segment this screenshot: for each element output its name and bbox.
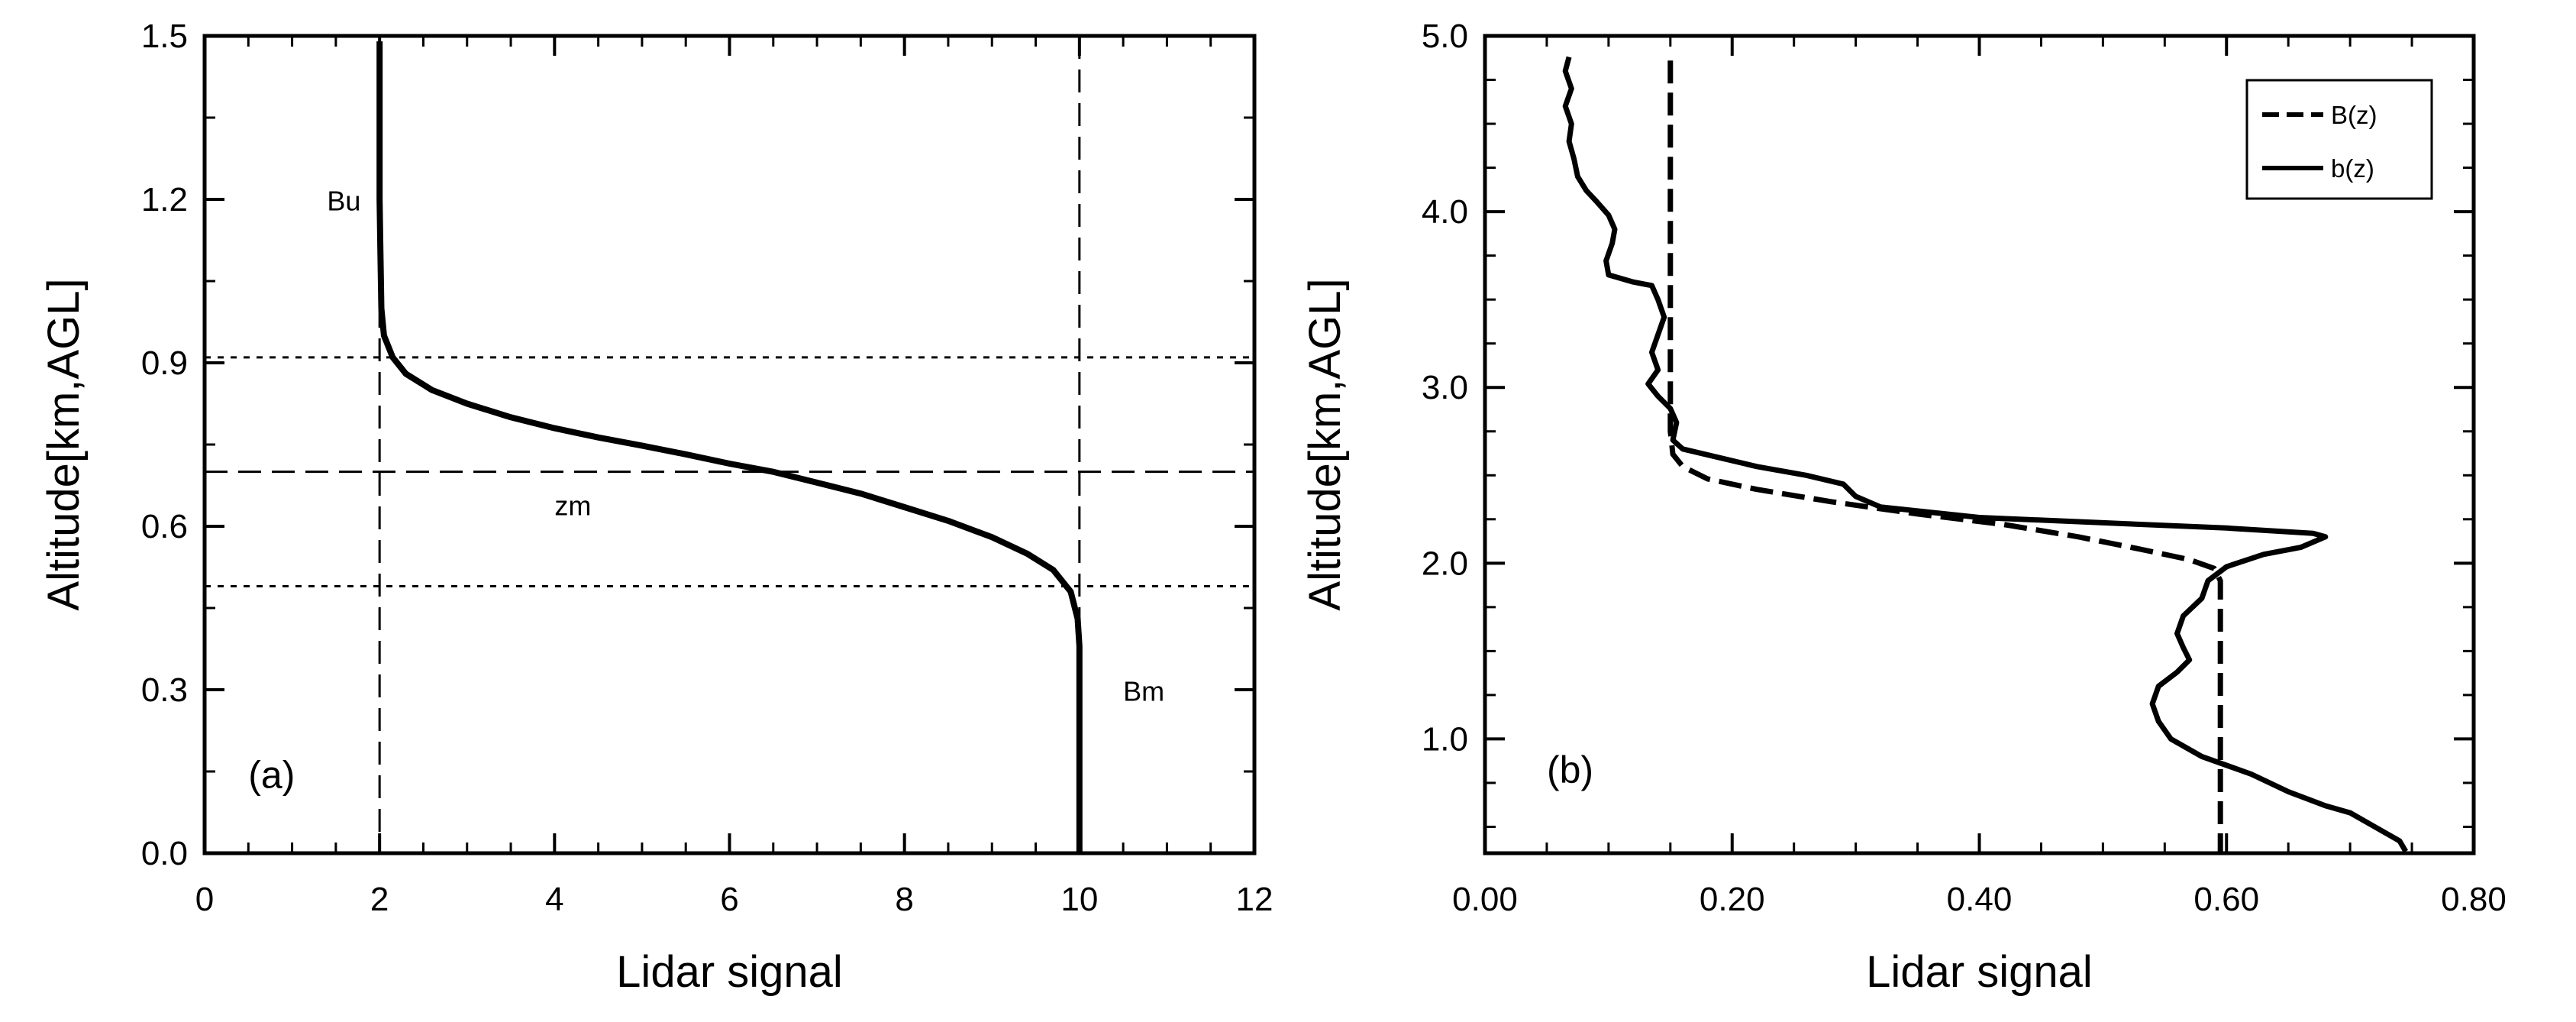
x-tick-label: 0.00 (1452, 881, 1518, 918)
y-axis-title: Altitude[km,AGL] (1300, 278, 1350, 610)
annotation-label: Bm (1123, 675, 1164, 707)
series-line-signal-profile (376, 41, 1083, 853)
y-tick-label: 3.0 (1422, 369, 1468, 406)
x-tick-label: 0 (195, 881, 214, 918)
y-tick-label: 4.0 (1422, 193, 1468, 231)
y-tick-label: 1.2 (141, 181, 188, 218)
panel-label: (a) (248, 753, 295, 796)
annotation-label: zm (554, 490, 591, 522)
plot-frame (202, 34, 1257, 855)
x-tick-label: 0.80 (2441, 881, 2507, 918)
annotation-label: Bu (327, 185, 360, 216)
x-tick-label: 10 (1060, 881, 1098, 918)
y-axis-title: Altitude[km,AGL] (39, 278, 89, 610)
y-tick-label: 2.0 (1422, 545, 1468, 582)
series-line-b-z (1562, 56, 2409, 853)
panel-a: 0 2 4 6 8 10 12 0.0 0.3 0.6 0.9 1.2 1.5 Lidar signal A… (39, 18, 1273, 997)
panel-label: (b) (1547, 749, 1593, 791)
x-tick-label: 0.40 (1947, 881, 2013, 918)
y-tick-label: 1.0 (1422, 720, 1468, 758)
y-tick-label: 0.3 (141, 671, 188, 709)
y-tick-label: 1.5 (141, 18, 188, 55)
x-tick-label: 8 (895, 881, 913, 918)
series-line-B-z (1667, 60, 2223, 852)
y-tick-label: 0.9 (141, 344, 188, 382)
legend-entry-label: B(z) (2331, 101, 2377, 129)
legend-box (2245, 79, 2433, 200)
legend-entry-label: b(z) (2331, 154, 2374, 183)
x-axis-title: Lidar signal (616, 947, 843, 997)
x-tick-label: 6 (720, 881, 738, 918)
x-tick-label: 4 (545, 881, 563, 918)
x-tick-label: 0.20 (1700, 881, 1765, 918)
y-tick-label: 0.6 (141, 508, 188, 545)
x-tick-label: 0.60 (2193, 881, 2259, 918)
x-axis-title: Lidar signal (1866, 947, 2093, 997)
panel-b: 0.00 0.20 0.40 0.60 0.80 1.0 2.0 3.0 4.0 5.0 Lidar… (1300, 18, 2507, 997)
x-tick-label: 2 (370, 881, 389, 918)
x-tick-label: 12 (1236, 881, 1273, 918)
y-tick-label: 0.0 (141, 835, 188, 872)
y-tick-label: 5.0 (1422, 18, 1468, 55)
